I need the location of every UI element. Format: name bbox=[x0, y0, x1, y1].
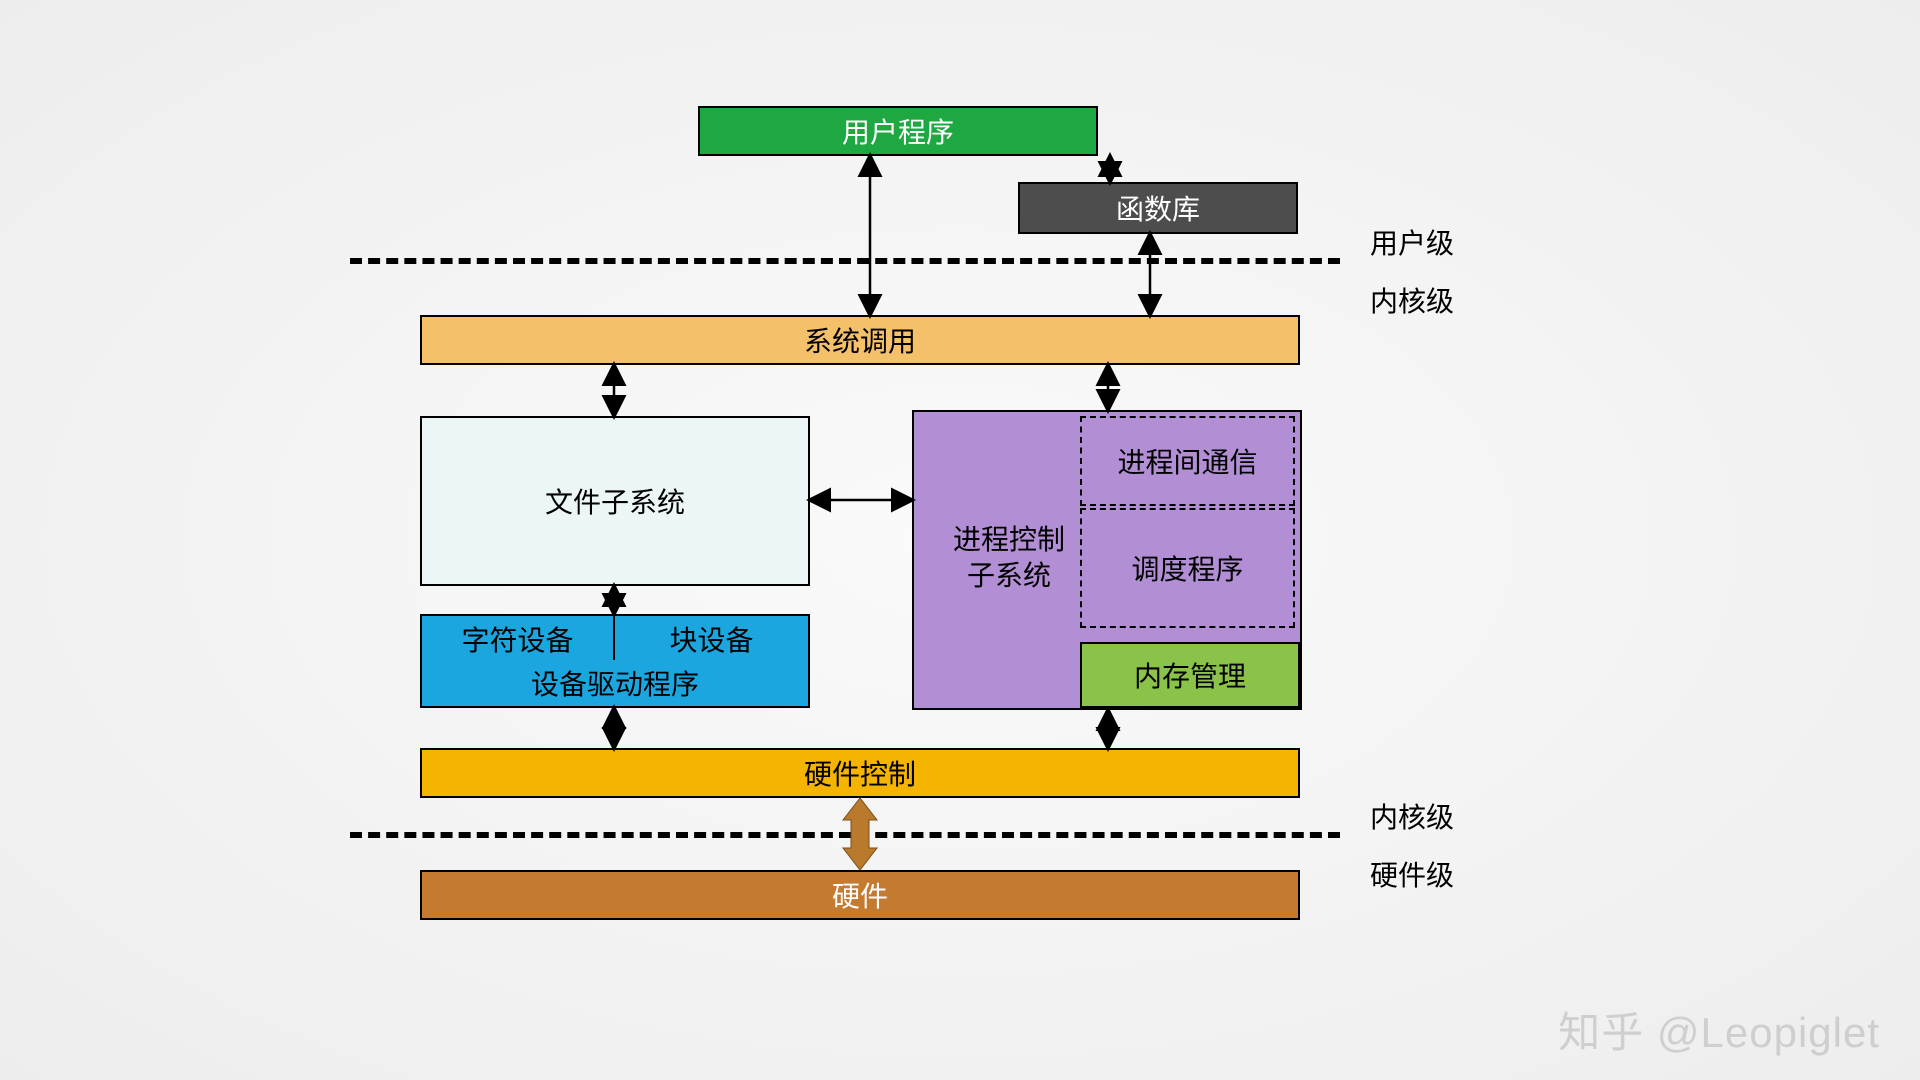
box-user-program: 用户程序 bbox=[698, 106, 1098, 156]
watermark: 知乎 @Leopiglet bbox=[1558, 999, 1880, 1060]
box-memory-management: 内存管理 bbox=[1080, 642, 1300, 708]
box-label: 设备驱动程序 bbox=[531, 663, 699, 703]
box-label: 硬件 bbox=[832, 875, 888, 915]
box-label: 系统调用 bbox=[804, 320, 916, 360]
box-label-line2: 子系统 bbox=[967, 558, 1051, 594]
box-system-call: 系统调用 bbox=[420, 315, 1300, 365]
box-hardware: 硬件 bbox=[420, 870, 1300, 920]
divider-kernel-hw bbox=[350, 832, 1340, 838]
box-hardware-control: 硬件控制 bbox=[420, 748, 1300, 798]
box-label: 文件子系统 bbox=[545, 481, 685, 521]
box-ipc: 进程间通信 bbox=[1080, 416, 1295, 506]
divider-user-kernel bbox=[350, 258, 1340, 264]
system-architecture-diagram: 用户级 内核级 内核级 硬件级 用户程序 函数库 系统调用 文件子系统 字符设备… bbox=[0, 0, 1920, 1080]
label-kernel-level-bottom: 内核级 bbox=[1370, 796, 1454, 836]
box-device-driver: 设备驱动程序 bbox=[420, 660, 810, 708]
box-label: 块设备 bbox=[669, 619, 753, 659]
box-scheduler: 调度程序 bbox=[1080, 508, 1295, 628]
box-label: 进程间通信 bbox=[1117, 441, 1257, 481]
label-user-level: 用户级 bbox=[1370, 222, 1454, 262]
label-kernel-level-top: 内核级 bbox=[1370, 280, 1454, 320]
box-block-device: 块设备 bbox=[615, 614, 810, 664]
box-function-library: 函数库 bbox=[1018, 182, 1298, 234]
label-hardware-level: 硬件级 bbox=[1370, 854, 1454, 894]
box-label: 字符设备 bbox=[461, 619, 573, 659]
box-label: 内存管理 bbox=[1134, 655, 1246, 695]
box-label: 用户程序 bbox=[842, 111, 954, 151]
box-label-line1: 进程控制 bbox=[953, 522, 1065, 558]
box-label: 函数库 bbox=[1116, 188, 1200, 228]
box-char-device: 字符设备 bbox=[420, 614, 615, 664]
box-label: 调度程序 bbox=[1131, 548, 1243, 588]
box-label: 硬件控制 bbox=[804, 753, 916, 793]
box-file-subsystem: 文件子系统 bbox=[420, 416, 810, 586]
